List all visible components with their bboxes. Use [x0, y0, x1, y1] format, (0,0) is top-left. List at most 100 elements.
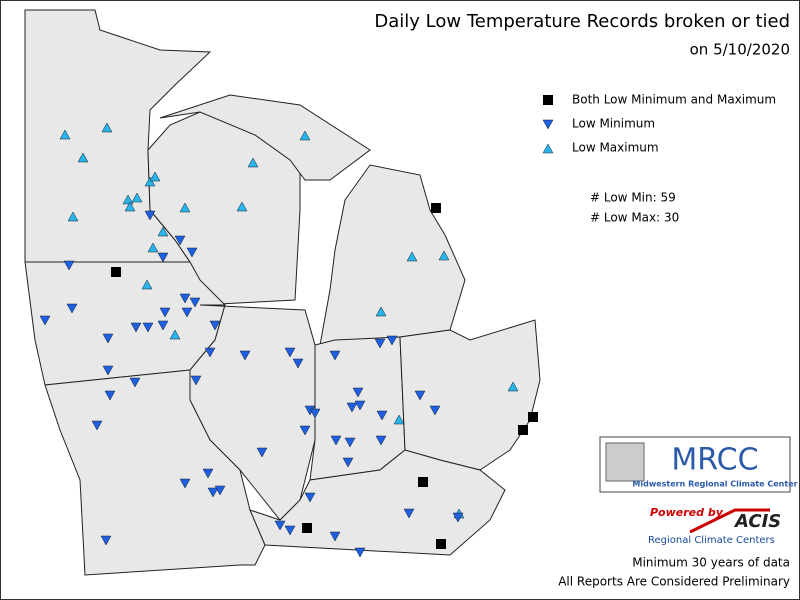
low-min-marker	[239, 350, 251, 361]
low-max-marker	[149, 171, 161, 182]
low-min-marker	[304, 492, 316, 503]
low-max-marker	[438, 250, 450, 261]
low-max-marker	[147, 242, 159, 253]
low-min-marker	[179, 478, 191, 489]
low-min-marker	[375, 435, 387, 446]
low-min-marker	[189, 297, 201, 308]
low-min-marker	[174, 235, 186, 246]
low-min-marker	[66, 303, 78, 314]
low-min-marker	[386, 335, 398, 346]
low-min-marker	[186, 247, 198, 258]
low-min-marker	[274, 520, 286, 531]
both-marker	[302, 523, 312, 533]
low-min-marker	[284, 525, 296, 536]
low-min-marker	[344, 437, 356, 448]
indiana	[309, 336, 406, 481]
low-min-marker	[102, 365, 114, 376]
low-max-marker	[144, 176, 156, 187]
low-min-marker	[299, 425, 311, 436]
low-min-marker	[190, 375, 202, 386]
note: All Reports Are Considered Preliminary	[558, 575, 790, 589]
upper-michigan	[159, 94, 371, 181]
note: Minimum 30 years of data	[632, 556, 790, 570]
low-min-marker	[292, 358, 304, 369]
title: Daily Low Temperature Records broken or …	[374, 11, 790, 32]
count: # Low Max: 30	[590, 211, 679, 225]
low-min-marker	[202, 468, 214, 479]
low-max-marker	[236, 201, 248, 212]
low-min-marker	[429, 405, 441, 416]
legend-label: Both Low Minimum and Maximum	[572, 93, 776, 107]
logo-text: MRCC	[671, 443, 758, 478]
lower-michigan	[319, 164, 466, 346]
legend-label: Low Minimum	[572, 117, 655, 131]
low-min-marker	[452, 512, 464, 523]
low-max-marker	[157, 226, 169, 237]
low-max-marker	[124, 201, 136, 212]
low-min-marker	[329, 531, 341, 542]
low-min-marker	[330, 435, 342, 446]
low-max-marker	[247, 157, 259, 168]
low-min-marker	[63, 260, 75, 271]
low-min-marker	[102, 333, 114, 344]
acis-text: ACIS	[733, 511, 781, 532]
low-max-marker	[179, 202, 191, 213]
legend-square	[543, 95, 553, 105]
low-min-marker	[179, 293, 191, 304]
low-max-marker	[299, 130, 311, 141]
low-max-marker	[122, 194, 134, 205]
both-marker	[436, 539, 446, 549]
low-min-marker	[129, 377, 141, 388]
low-min-marker	[100, 535, 112, 546]
low-max-marker	[406, 251, 418, 262]
low-min-marker	[352, 387, 364, 398]
low-min-marker	[354, 547, 366, 558]
low-min-marker	[157, 320, 169, 331]
low-max-marker	[169, 329, 181, 340]
acis-logo: Powered by ACIS Regional Climate Centers	[648, 506, 781, 546]
station-markers	[39, 122, 538, 558]
low-max-marker	[141, 279, 153, 290]
low-min-marker	[157, 252, 169, 263]
both-marker	[111, 267, 121, 277]
legend-label: Low Maximum	[572, 141, 659, 155]
both-marker	[518, 425, 528, 435]
low-max-marker	[67, 211, 79, 222]
low-max-marker	[507, 381, 519, 392]
both-marker	[431, 203, 441, 213]
both-marker	[528, 412, 538, 422]
low-min-marker	[39, 315, 51, 326]
low-min-marker	[342, 457, 354, 468]
low-min-marker	[329, 350, 341, 361]
low-max-marker	[375, 306, 387, 317]
low-min-marker	[354, 400, 366, 411]
low-min-marker	[403, 508, 415, 519]
low-min-marker	[214, 485, 226, 496]
acis-subtext: Regional Climate Centers	[648, 535, 775, 546]
legend-down-triangle	[542, 119, 554, 130]
low-min-marker	[376, 410, 388, 421]
low-min-marker	[144, 210, 156, 221]
both-marker	[418, 477, 428, 487]
low-min-marker	[104, 390, 116, 401]
low-min-marker	[130, 322, 142, 333]
low-min-marker	[256, 447, 268, 458]
low-min-marker	[284, 347, 296, 358]
swoosh	[689, 508, 770, 534]
subtitle: on 5/10/2020	[690, 41, 790, 59]
logo-map-icon	[605, 442, 645, 482]
low-min-marker	[309, 408, 321, 419]
low-min-marker	[209, 320, 221, 331]
low-min-marker	[142, 322, 154, 333]
low-min-marker	[159, 307, 171, 318]
low-max-marker	[101, 122, 113, 133]
low-min-marker	[91, 420, 103, 431]
low-max-marker	[131, 192, 143, 203]
states	[24, 9, 541, 576]
low-min-marker	[181, 307, 193, 318]
low-min-marker	[374, 338, 386, 349]
legend-up-triangle	[542, 143, 554, 154]
powered-by: Powered by	[650, 506, 724, 519]
low-max-marker	[59, 129, 71, 140]
